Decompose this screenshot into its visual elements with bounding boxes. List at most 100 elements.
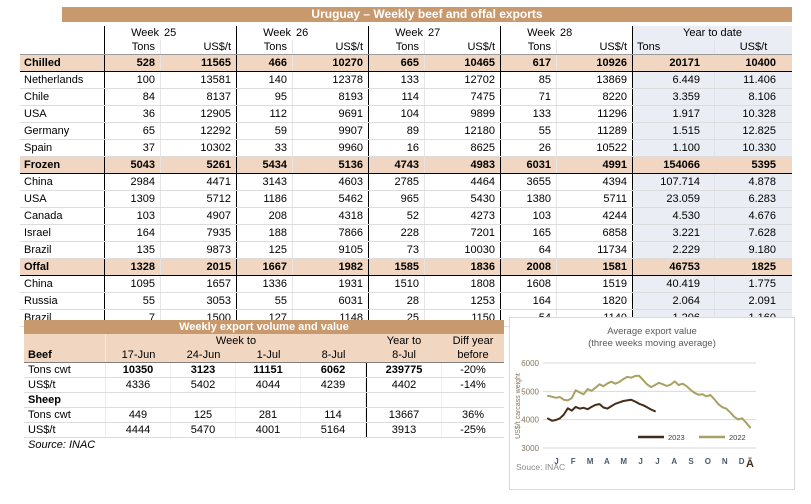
x-tick-label: J xyxy=(638,457,642,466)
value-cell: 3143 xyxy=(237,174,293,190)
tons-header: Tons xyxy=(501,40,557,54)
row-label: Tons cwt xyxy=(24,363,106,377)
value-cell: 5395 xyxy=(751,159,776,171)
value-cell: 10302 xyxy=(161,140,237,156)
table-row: Chile 84 8137 95 8193 114 7475 71 8220 3.359 8.106 xyxy=(20,89,792,106)
value-cell: 1186 xyxy=(237,191,293,207)
table-row: China 1095 1657 1336 1931 1510 1808 1608 1519 40.… xyxy=(20,276,792,293)
table-row: Netherlands 100 13581 140 12378 133 12702 85 138… xyxy=(20,72,792,89)
value-cell: 104 xyxy=(369,106,425,122)
x-tick-label: N xyxy=(722,457,728,466)
value-cell: 5136 xyxy=(293,157,369,173)
table-row: US$/t 4444 5470 4001 5164 3913 -25% xyxy=(24,423,504,438)
export-value-chart: Average export value (three weeks moving … xyxy=(509,317,795,490)
series-line-2023 xyxy=(547,398,656,422)
value-cell: 3053 xyxy=(161,293,237,309)
x-tick-label: F xyxy=(571,457,576,466)
date-header: 17-Jun xyxy=(121,349,156,361)
value-cell: 125 xyxy=(237,242,293,258)
value-cell: 1510 xyxy=(369,276,425,292)
value-cell: 11289 xyxy=(557,123,633,139)
value-cell: 1336 xyxy=(237,276,293,292)
value-cell: 5164 xyxy=(301,423,366,437)
value-cell: 4.878 xyxy=(715,174,792,190)
value-cell: 6.449 xyxy=(633,72,715,88)
value-cell: 4603 xyxy=(293,174,369,190)
value-cell: -14% xyxy=(460,379,486,391)
value-cell: 10.328 xyxy=(715,106,792,122)
usdt-header: US$/t xyxy=(557,40,633,54)
table-row: USA 1309 5712 1186 5462 965 5430 1380 5711 23.059… xyxy=(20,191,792,208)
value-cell: 1931 xyxy=(293,276,369,292)
value-cell: 228 xyxy=(369,225,425,241)
value-cell: 8220 xyxy=(557,89,633,105)
y-tick-label: 5000 xyxy=(521,387,539,396)
row-label: Germany xyxy=(20,123,105,139)
value-cell: 107.714 xyxy=(633,174,715,190)
value-cell: 1836 xyxy=(425,259,501,275)
value-cell: 59 xyxy=(237,123,293,139)
value-cell: 11296 xyxy=(557,106,633,122)
value-cell: 4394 xyxy=(557,174,633,190)
value-cell: 7 xyxy=(105,310,161,326)
usdt-header: US$/t xyxy=(715,40,792,54)
value-cell: 5711 xyxy=(557,191,633,207)
legend-label-2022: 2022 xyxy=(729,433,746,442)
tons-header: Tons xyxy=(105,40,161,54)
beef-section-label: Beef xyxy=(24,348,106,362)
weekly-exports-table: Uruguay – Weekly beef and offal exports … xyxy=(20,7,792,327)
value-cell: -20% xyxy=(460,364,486,376)
brand-logo: Ā xyxy=(746,458,754,470)
value-cell: 4273 xyxy=(425,208,501,224)
value-cell: 4471 xyxy=(161,174,237,190)
value-cell: 2.091 xyxy=(715,293,792,309)
value-cell: 11.406 xyxy=(715,72,792,88)
value-cell: 133 xyxy=(501,106,557,122)
row-label: Offal xyxy=(20,259,105,275)
value-cell: 3.221 xyxy=(633,225,715,241)
value-cell: 9691 xyxy=(293,106,369,122)
usdt-header: US$/t xyxy=(293,40,369,54)
diff-year-label: Diff year xyxy=(452,335,494,347)
legend-label-2023: 2023 xyxy=(668,433,685,442)
value-cell: 165 xyxy=(501,225,557,241)
value-cell: 140 xyxy=(237,72,293,88)
value-cell: 164 xyxy=(501,293,557,309)
row-label: Russia xyxy=(20,293,105,309)
x-tick-label: M xyxy=(620,457,627,466)
value-cell: 2008 xyxy=(501,259,557,275)
row-label: USA xyxy=(20,106,105,122)
x-tick-label: O xyxy=(705,457,711,466)
value-cell: 65 xyxy=(105,123,161,139)
value-cell: 8137 xyxy=(161,89,237,105)
value-cell: 10926 xyxy=(557,55,633,71)
table-row: US$/t 4336 5402 4044 4239 4402 -14% xyxy=(24,378,504,393)
value-cell: 665 xyxy=(369,55,425,71)
value-cell: 2785 xyxy=(369,174,425,190)
usdt-header: US$/t xyxy=(425,40,501,54)
value-cell: 114 xyxy=(369,89,425,105)
weekly-exports-body: Chilled 528 11565 466 10270 665 10465 617 10926 2… xyxy=(20,55,792,327)
value-cell: 64 xyxy=(501,242,557,258)
row-label: Israel xyxy=(20,225,105,241)
volume-value-table: Weekly export volume and value Week to Y… xyxy=(24,320,504,453)
value-cell: 5430 xyxy=(425,191,501,207)
value-cell: 4402 xyxy=(366,378,442,392)
row-label: Netherlands xyxy=(20,72,105,88)
chart-subtitle: (three weeks moving average) xyxy=(588,338,716,349)
value-cell: 125 xyxy=(171,408,236,422)
value-cell: 114 xyxy=(301,408,366,422)
value-cell: 4444 xyxy=(106,423,171,437)
value-cell: 1519 xyxy=(557,276,633,292)
value-cell: 9960 xyxy=(293,140,369,156)
x-tick-label: D xyxy=(739,457,745,466)
y-tick-label: 3000 xyxy=(521,444,539,453)
y-axis-label: US$/t carcass weight xyxy=(515,373,522,439)
value-cell: 4991 xyxy=(557,157,633,173)
value-cell: 2984 xyxy=(105,174,161,190)
value-cell: 528 xyxy=(105,55,161,71)
value-cell: 6858 xyxy=(557,225,633,241)
value-cell: 1982 xyxy=(293,259,369,275)
value-cell: 84 xyxy=(105,89,161,105)
